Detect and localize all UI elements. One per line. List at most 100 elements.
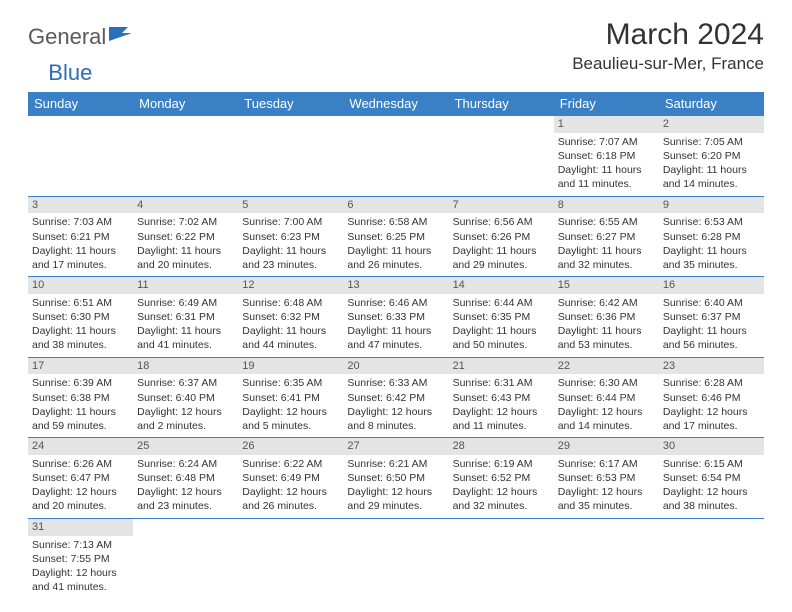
day-number: 29 [554, 438, 659, 455]
calendar-cell [554, 518, 659, 598]
sunrise-line: Sunrise: 6:31 AM [453, 376, 550, 390]
sunset-line: Sunset: 6:47 PM [32, 471, 129, 485]
day-number: 3 [28, 197, 133, 214]
daylight-line: Daylight: 11 hours and 23 minutes. [242, 244, 339, 272]
calendar-cell: 2Sunrise: 7:05 AMSunset: 6:20 PMDaylight… [659, 116, 764, 197]
day-number: 12 [238, 277, 343, 294]
sunset-line: Sunset: 6:23 PM [242, 230, 339, 244]
day-number: 10 [28, 277, 133, 294]
day-number: 23 [659, 358, 764, 375]
calendar-cell [659, 518, 764, 598]
logo: General [28, 24, 134, 50]
daylight-line: Daylight: 11 hours and 47 minutes. [347, 324, 444, 352]
sunrise-line: Sunrise: 6:17 AM [558, 457, 655, 471]
calendar-cell: 7Sunrise: 6:56 AMSunset: 6:26 PMDaylight… [449, 196, 554, 277]
sunrise-line: Sunrise: 6:46 AM [347, 296, 444, 310]
daylight-line: Daylight: 11 hours and 38 minutes. [32, 324, 129, 352]
sunrise-line: Sunrise: 6:55 AM [558, 215, 655, 229]
sunrise-line: Sunrise: 6:26 AM [32, 457, 129, 471]
day-details: Sunrise: 6:21 AMSunset: 6:50 PMDaylight:… [347, 457, 444, 514]
calendar-cell: 1 Sunrise: 7:07 AMSunset: 6:18 PMDaylight… [554, 116, 659, 197]
day-details: Sunrise: 6:42 AMSunset: 6:36 PMDaylight:… [558, 296, 655, 353]
logo-text-general: General [28, 24, 106, 50]
daylight-line: Daylight: 11 hours and 11 minutes. [558, 163, 655, 191]
daylight-line: Daylight: 11 hours and 14 minutes. [663, 163, 760, 191]
sunrise-line: Sunrise: 6:44 AM [453, 296, 550, 310]
sunrise-line: Sunrise: 6:21 AM [347, 457, 444, 471]
sunset-line: Sunset: 6:22 PM [137, 230, 234, 244]
sunset-line: Sunset: 6:52 PM [453, 471, 550, 485]
day-details: Sunrise: 6:49 AMSunset: 6:31 PMDaylight:… [137, 296, 234, 353]
day-number: 1 [554, 116, 659, 133]
daylight-line: Daylight: 11 hours and 41 minutes. [137, 324, 234, 352]
sunrise-line: Sunrise: 6:22 AM [242, 457, 339, 471]
day-number: 27 [343, 438, 448, 455]
logo-text-blue: Blue [48, 60, 92, 86]
day-details: Sunrise: 6:31 AMSunset: 6:43 PMDaylight:… [453, 376, 550, 433]
sunset-line: Sunset: 6:21 PM [32, 230, 129, 244]
day-details: Sunrise: 6:15 AMSunset: 6:54 PMDaylight:… [663, 457, 760, 514]
sunset-line: Sunset: 6:25 PM [347, 230, 444, 244]
calendar-cell [343, 518, 448, 598]
calendar-cell [133, 518, 238, 598]
sunset-line: Sunset: 6:48 PM [137, 471, 234, 485]
calendar-cell: 25Sunrise: 6:24 AMSunset: 6:48 PMDayligh… [133, 438, 238, 519]
sunrise-line: Sunrise: 7:13 AM [32, 538, 129, 552]
day-number: 11 [133, 277, 238, 294]
day-details: Sunrise: 6:58 AMSunset: 6:25 PMDaylight:… [347, 215, 444, 272]
sunset-line: Sunset: 6:33 PM [347, 310, 444, 324]
sunrise-line: Sunrise: 6:19 AM [453, 457, 550, 471]
calendar-cell: 9Sunrise: 6:53 AMSunset: 6:28 PMDaylight… [659, 196, 764, 277]
calendar-cell: 22Sunrise: 6:30 AMSunset: 6:44 PMDayligh… [554, 357, 659, 438]
sunset-line: Sunset: 6:50 PM [347, 471, 444, 485]
day-details: Sunrise: 6:56 AMSunset: 6:26 PMDaylight:… [453, 215, 550, 272]
daylight-line: Daylight: 12 hours and 23 minutes. [137, 485, 234, 513]
sunrise-line: Sunrise: 6:49 AM [137, 296, 234, 310]
day-details: Sunrise: 6:40 AMSunset: 6:37 PMDaylight:… [663, 296, 760, 353]
sunrise-line: Sunrise: 7:03 AM [32, 215, 129, 229]
daylight-line: Daylight: 11 hours and 20 minutes. [137, 244, 234, 272]
day-details: Sunrise: 6:19 AMSunset: 6:52 PMDaylight:… [453, 457, 550, 514]
daylight-line: Daylight: 12 hours and 2 minutes. [137, 405, 234, 433]
day-details: Sunrise: 7:07 AMSunset: 6:18 PMDaylight:… [558, 135, 655, 192]
daylight-line: Daylight: 11 hours and 32 minutes. [558, 244, 655, 272]
daylight-line: Daylight: 11 hours and 44 minutes. [242, 324, 339, 352]
sunset-line: Sunset: 6:54 PM [663, 471, 760, 485]
location: Beaulieu-sur-Mer, France [572, 54, 764, 74]
sunrise-line: Sunrise: 7:05 AM [663, 135, 760, 149]
calendar-cell: 11 Sunrise: 6:49 AMSunset: 6:31 PMDayligh… [133, 277, 238, 358]
weekday-header: Tuesday [238, 92, 343, 116]
calendar-cell [238, 518, 343, 598]
day-details: Sunrise: 6:48 AMSunset: 6:32 PMDaylight:… [242, 296, 339, 353]
calendar-cell [133, 116, 238, 197]
daylight-line: Daylight: 11 hours and 35 minutes. [663, 244, 760, 272]
sunrise-line: Sunrise: 7:00 AM [242, 215, 339, 229]
calendar-cell: 8Sunrise: 6:55 AMSunset: 6:27 PMDaylight… [554, 196, 659, 277]
weekday-header: Sunday [28, 92, 133, 116]
sunset-line: Sunset: 6:38 PM [32, 391, 129, 405]
sunset-line: Sunset: 6:42 PM [347, 391, 444, 405]
day-number: 30 [659, 438, 764, 455]
day-number: 26 [238, 438, 343, 455]
daylight-line: Daylight: 11 hours and 26 minutes. [347, 244, 444, 272]
day-number: 6 [343, 197, 448, 214]
daylight-line: Daylight: 12 hours and 29 minutes. [347, 485, 444, 513]
calendar-cell: 14Sunrise: 6:44 AMSunset: 6:35 PMDayligh… [449, 277, 554, 358]
sunset-line: Sunset: 6:26 PM [453, 230, 550, 244]
day-number: 14 [449, 277, 554, 294]
daylight-line: Daylight: 12 hours and 32 minutes. [453, 485, 550, 513]
calendar-cell: 30 Sunrise: 6:15 AMSunset: 6:54 PMDayligh… [659, 438, 764, 519]
calendar-cell [343, 116, 448, 197]
day-number: 20 [343, 358, 448, 375]
calendar-week: 24Sunrise: 6:26 AMSunset: 6:47 PMDayligh… [28, 438, 764, 519]
sunset-line: Sunset: 6:46 PM [663, 391, 760, 405]
calendar-week: 1 Sunrise: 7:07 AMSunset: 6:18 PMDaylight… [28, 116, 764, 197]
sunset-line: Sunset: 6:27 PM [558, 230, 655, 244]
day-details: Sunrise: 7:03 AMSunset: 6:21 PMDaylight:… [32, 215, 129, 272]
daylight-line: Daylight: 12 hours and 20 minutes. [32, 485, 129, 513]
calendar-cell: 21Sunrise: 6:31 AMSunset: 6:43 PMDayligh… [449, 357, 554, 438]
sunset-line: Sunset: 6:53 PM [558, 471, 655, 485]
day-number: 28 [449, 438, 554, 455]
calendar-cell [449, 116, 554, 197]
day-number: 2 [659, 116, 764, 133]
